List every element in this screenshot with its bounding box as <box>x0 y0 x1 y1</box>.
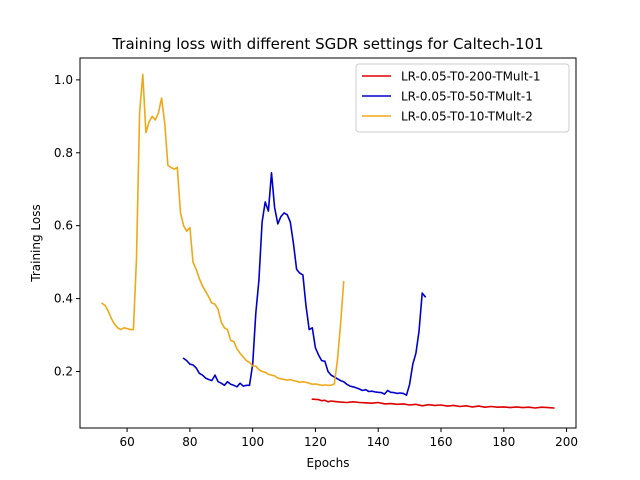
legend-label: LR-0.05-T0-10-TMult-2 <box>401 110 533 124</box>
plot-area <box>101 73 555 409</box>
y-axis-label: Training Loss <box>29 204 43 282</box>
series-line <box>311 398 555 409</box>
legend: LR-0.05-T0-200-TMult-1 LR-0.05-T0-50-TMul… <box>355 63 570 133</box>
chart-title: Training loss with different SGDR settin… <box>111 35 543 53</box>
y-tick-label: 0.4 <box>54 292 73 306</box>
y-axis: 0.2 0.4 0.6 0.8 1.0 <box>54 73 80 378</box>
legend-box <box>355 63 570 133</box>
legend-label: LR-0.05-T0-50-TMult-1 <box>401 90 533 104</box>
x-tick-label: 80 <box>182 435 197 449</box>
x-tick-label: 200 <box>555 435 578 449</box>
x-tick-label: 140 <box>367 435 390 449</box>
x-tick-label: 60 <box>119 435 134 449</box>
series-layer <box>101 73 555 409</box>
x-tick-label: 180 <box>492 435 515 449</box>
y-tick-label: 0.6 <box>54 219 73 233</box>
x-tick-label: 160 <box>430 435 453 449</box>
plot-frame <box>79 57 577 429</box>
x-axis: 60 80 100 120 140 160 180 200 <box>119 428 578 449</box>
x-tick-label: 120 <box>304 435 327 449</box>
x-axis-label: Epochs <box>307 456 350 470</box>
series-line <box>182 172 427 397</box>
legend-label: LR-0.05-T0-200-TMult-1 <box>401 70 541 84</box>
y-tick-label: 1.0 <box>54 73 73 87</box>
x-tick-label: 100 <box>241 435 264 449</box>
y-tick-label: 0.2 <box>54 364 73 378</box>
series-line <box>101 73 345 387</box>
y-tick-label: 0.8 <box>54 146 73 160</box>
